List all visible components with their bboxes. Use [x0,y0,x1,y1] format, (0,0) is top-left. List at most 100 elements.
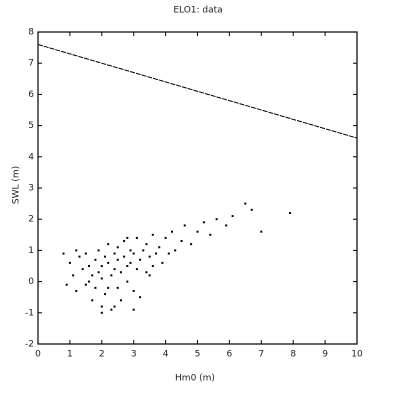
point [225,224,228,227]
point [116,286,119,289]
x-tick-label: 10 [351,350,363,360]
point [68,261,71,264]
point [126,265,129,267]
point [97,271,100,274]
y-tick-label: 5 [28,121,34,131]
point [148,274,151,277]
point [110,274,113,277]
point [84,283,87,286]
point [88,280,91,283]
point [167,252,170,255]
point [155,252,158,255]
point [244,202,247,205]
point [148,255,151,258]
point [100,311,103,314]
x-tick-label: 4 [163,350,169,360]
point [196,230,199,233]
point [129,261,132,264]
line [37,44,358,139]
point [94,258,97,261]
x-tick-label: 7 [258,350,264,360]
point [126,280,129,283]
plot-frame [37,31,358,345]
point [126,236,129,239]
point [72,274,75,277]
point [107,243,110,246]
y-tick-label: -2 [25,340,34,350]
point [174,249,177,252]
y-tick-label: -1 [25,308,34,318]
point [289,211,292,214]
point [135,236,138,239]
y-tick-label: 3 [28,184,34,194]
x-axis-label: Hm0 (m) [175,374,215,384]
point [170,230,173,233]
point [110,308,113,311]
y-tick-label: 4 [28,152,34,162]
point [183,224,186,227]
point [91,274,94,277]
point [142,249,145,252]
point [135,268,138,271]
x-tick-label: 2 [99,350,105,360]
y-tick-label: 8 [28,28,34,38]
point [97,249,100,252]
point [119,299,122,302]
point [180,240,183,243]
point [103,255,106,258]
y-tick-label: 6 [28,90,34,100]
point [107,261,110,264]
x-tick-label: 9 [322,350,328,360]
point [100,277,103,280]
y-tick-label: 1 [28,246,34,256]
x-tick-label: 0 [35,350,41,360]
x-tick-label: 1 [67,350,73,360]
point [139,296,142,299]
point [139,258,142,261]
x-tick-label: 3 [131,350,137,360]
point [107,286,110,289]
point [209,233,212,236]
point [129,249,132,252]
point [145,243,148,246]
point [151,233,154,236]
point [113,268,116,271]
point [145,271,148,274]
x-tick-label: 5 [195,350,201,360]
point [151,265,154,267]
point [123,255,126,258]
point [158,246,161,249]
point [260,230,263,233]
point [132,252,135,255]
point [62,252,65,255]
point [81,268,84,271]
point [164,236,167,239]
point [65,283,68,286]
point [132,308,135,311]
point [88,265,91,267]
point [103,293,106,296]
point [116,246,119,249]
point [91,299,94,302]
point [123,240,126,243]
y-tick-label: 0 [28,277,34,287]
point [119,271,122,274]
point [215,218,218,221]
point [132,289,135,292]
point [84,252,87,255]
x-tick-label: 8 [290,350,296,360]
point [202,221,205,224]
point [100,265,103,267]
point [94,286,97,289]
y-tick-label: 7 [28,59,34,69]
point [161,261,164,264]
y-tick-label: 2 [28,215,34,225]
x-tick-label: 6 [227,350,233,360]
point [75,289,78,292]
point [100,305,103,308]
point [231,215,234,218]
point [75,249,78,252]
point [250,208,253,211]
point [190,243,193,246]
